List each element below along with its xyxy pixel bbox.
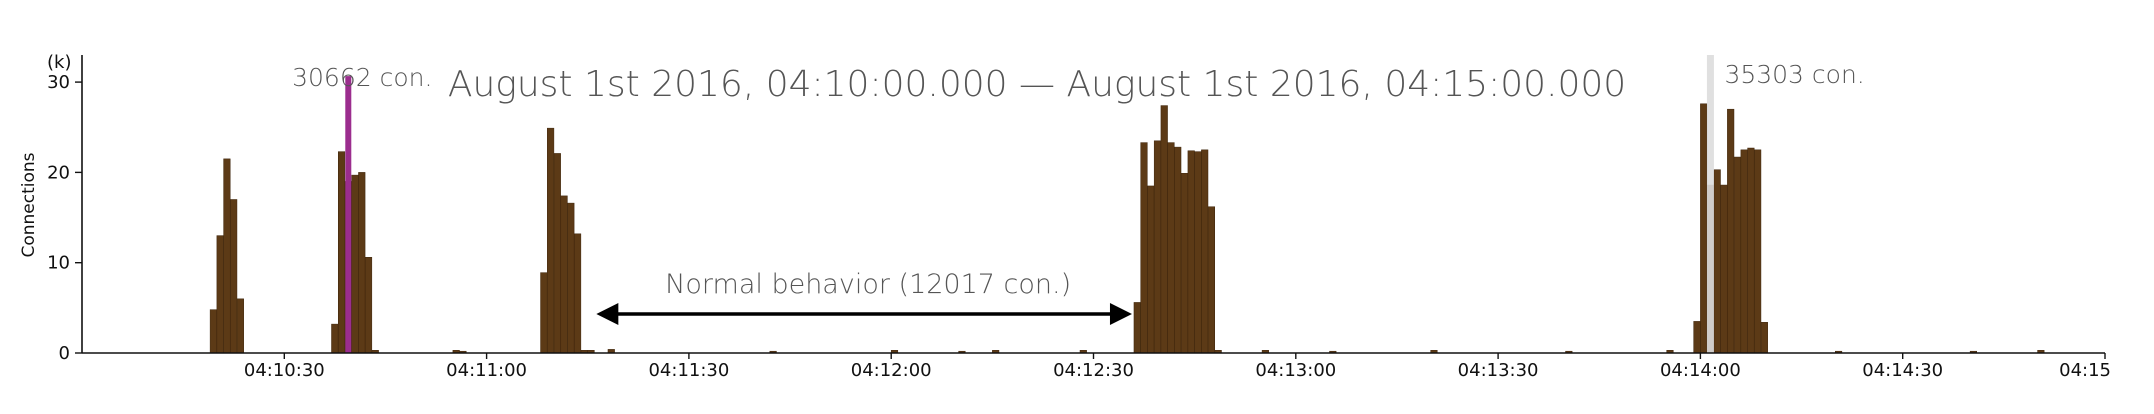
x-tick-label: 04:12:30 [1053,360,1134,381]
bar [1747,147,1755,354]
y-axis-unit: (k) [47,52,71,73]
bar [1754,149,1762,354]
bar [216,235,224,354]
bar [1201,149,1209,354]
bar [1194,151,1202,354]
x-tick-label: 04:13:30 [1458,360,1539,381]
bar [209,309,217,354]
bar [560,195,568,354]
x-tick-label: 04:11:30 [648,360,729,381]
x-tick-label: 04:11:00 [446,360,527,381]
bar [1740,149,1748,354]
bar [1207,206,1215,354]
bar [1167,142,1175,354]
bar [1187,150,1195,354]
arrow-head-right [1109,303,1132,325]
bar [1160,105,1168,354]
bar [553,153,561,354]
bar [1713,169,1721,354]
normal-behavior-label: Normal behavior (12017 con.) [665,269,1071,300]
bar [1693,321,1701,354]
bar [331,323,339,354]
spike-left-marker [345,76,352,353]
bar [358,172,366,354]
bar [236,298,244,354]
bar [1720,184,1728,354]
bar [574,233,582,354]
bar [1733,156,1741,354]
bar [1727,108,1735,354]
x-tick-label: 04:12:00 [851,360,932,381]
x-tick-label: 04:13:00 [1255,360,1336,381]
y-tick-label: 20 [47,162,70,183]
spike-left-label: 30662 con. [292,63,432,92]
bar [567,202,575,354]
bar [1760,322,1768,354]
annotation-lines [345,55,1714,353]
bar [1133,302,1141,354]
x-ticks: 04:10:30 04:11:00 04:11:30 04:12:00 04:12:30… [244,353,2111,381]
bar [364,257,373,354]
bar [1174,146,1182,354]
spike-right-label: 35303 con. [1724,60,1864,89]
bar [1153,140,1162,354]
chart-title: August 1st 2016, 04:10:00.000 — August 1… [448,64,1626,105]
y-axis-label: Connections [19,152,39,257]
bar [1140,142,1148,354]
bar [540,272,548,354]
x-tick-label: 04:14:30 [1862,360,1943,381]
bar [230,199,238,354]
bar [1700,103,1708,354]
bar [1180,173,1189,354]
y-tick-label: 0 [59,343,70,364]
x-tick-label: 04:10:30 [244,360,325,381]
spike-right-marker [1706,55,1714,353]
bar [1147,185,1155,354]
y-tick-label: 10 [47,253,70,274]
bars-group [209,103,2045,354]
x-tick-label: 04:15 [2059,360,2111,381]
bar [337,151,346,354]
y-ticks: 0 10 20 30 [47,72,82,364]
y-tick-label: 30 [47,72,70,93]
bar [351,174,359,354]
bar [223,158,231,354]
bar [547,127,555,354]
arrow-head-left [596,303,619,325]
x-tick-label: 04:14:00 [1660,360,1741,381]
